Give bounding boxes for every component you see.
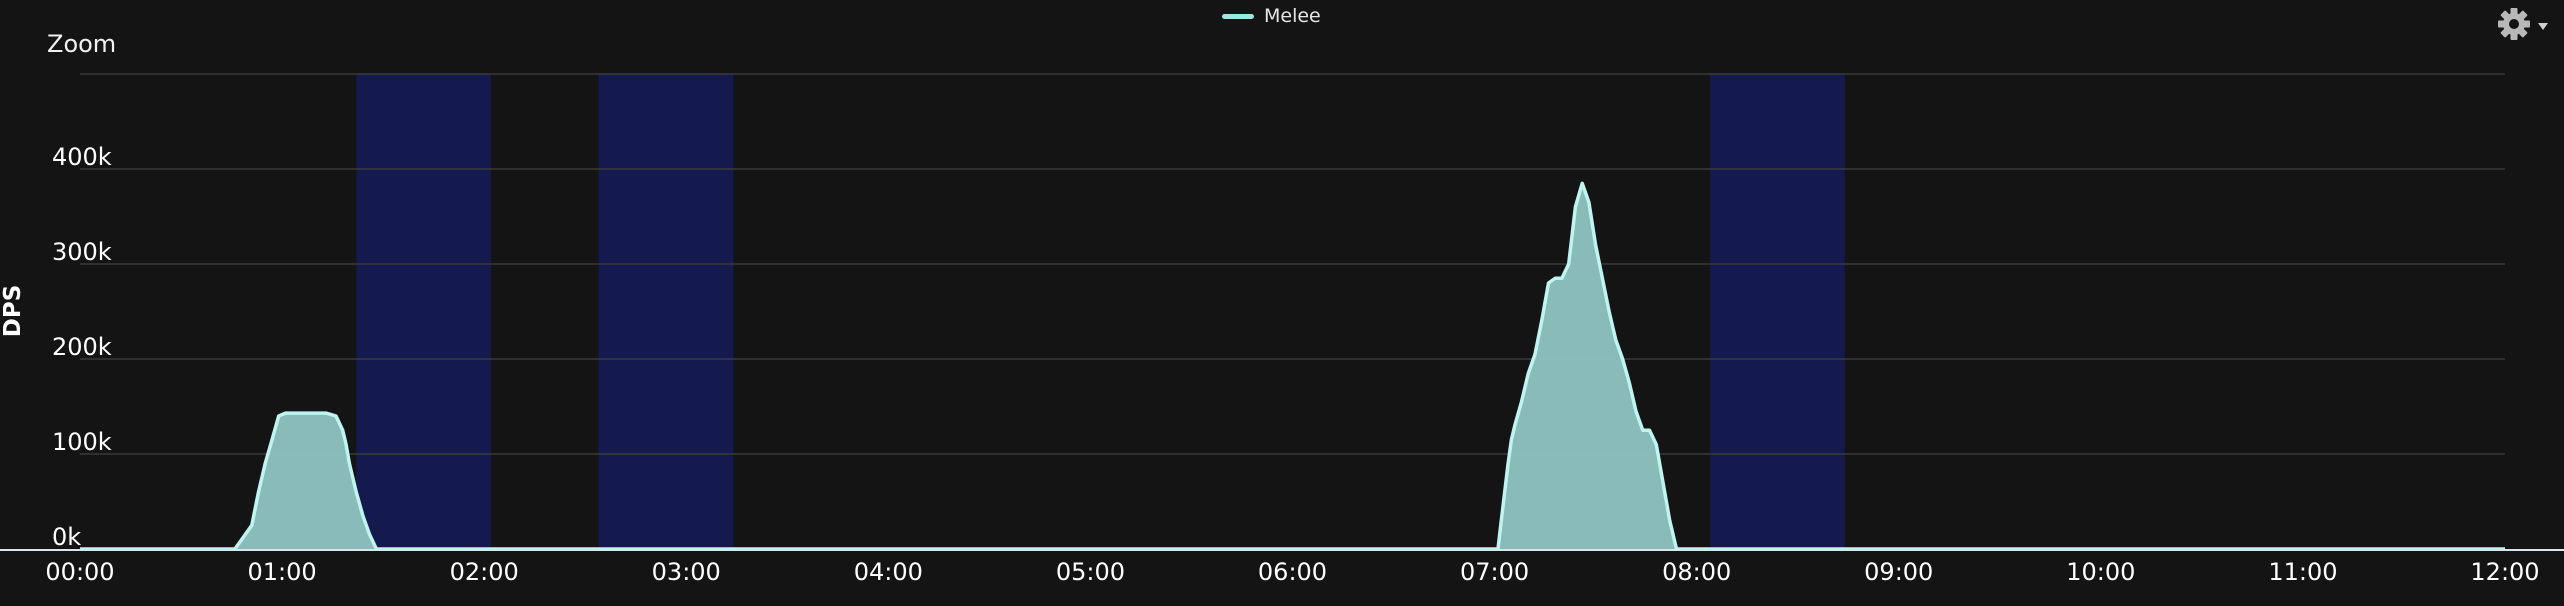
legend-swatch: [1222, 13, 1254, 19]
x-tick-label: 07:00: [1460, 558, 1529, 586]
settings-button[interactable]: [2496, 2, 2556, 46]
y-axis: 0k 100k 200k 300k 400k: [52, 143, 112, 551]
highlight-band: [1710, 74, 1845, 549]
x-tick-label: 06:00: [1258, 558, 1327, 586]
x-tick-label: 01:00: [247, 558, 316, 586]
x-tick-label: 11:00: [2268, 558, 2337, 586]
y-axis-title: DPS: [0, 285, 26, 338]
x-axis: 00:00 01:00 02:00 03:00 04:00 05:00 06:00 07:00…: [0, 549, 2564, 586]
x-tick-label: 00:00: [45, 558, 114, 586]
x-tick-label: 08:00: [1662, 558, 1731, 586]
y-tick-label: 100k: [52, 428, 112, 456]
highlight-band: [598, 74, 734, 549]
x-tick-label: 09:00: [1864, 558, 1933, 586]
series-line: [80, 181, 2505, 551]
y-tick-label: 400k: [52, 143, 112, 171]
x-tick-label: 12:00: [2470, 558, 2539, 586]
x-tick-label: 02:00: [450, 558, 519, 586]
legend[interactable]: Melee: [1222, 4, 1321, 28]
highlight-bands: [356, 74, 1845, 549]
series-area: [80, 183, 2505, 550]
legend-label: Melee: [1264, 5, 1321, 27]
gear-icon: [2498, 8, 2548, 40]
x-tick-label: 03:00: [652, 558, 721, 586]
chevron-down-icon: [2538, 23, 2548, 30]
highlight-band: [356, 74, 491, 549]
x-tick-label: 04:00: [854, 558, 923, 586]
x-tick-label: 05:00: [1056, 558, 1125, 586]
y-tick-label: 0k: [52, 523, 81, 551]
x-tick-label: 10:00: [2066, 558, 2135, 586]
y-tick-label: 300k: [52, 238, 112, 266]
zoom-label[interactable]: Zoom: [47, 30, 117, 58]
y-tick-label: 200k: [52, 333, 112, 361]
grid-lines: [80, 73, 2505, 455]
series-layer: [80, 181, 2505, 551]
